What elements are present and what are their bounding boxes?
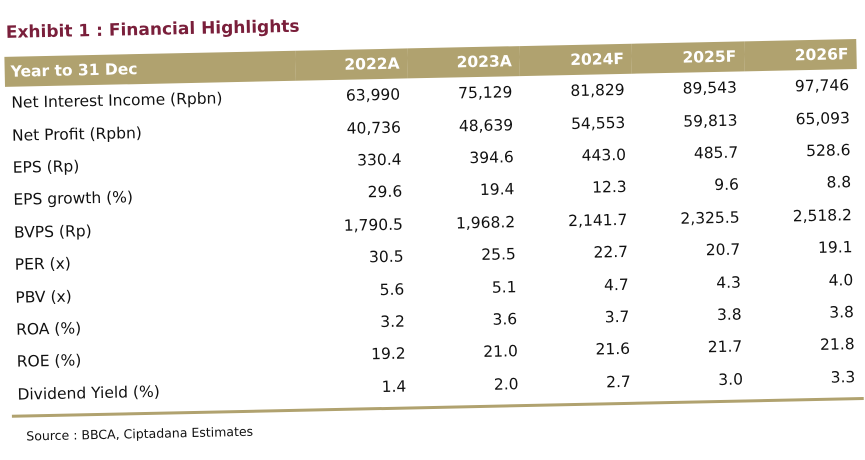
- exhibit-title: Exhibit 1 : Financial Highlights: [5, 16, 300, 43]
- table-body: Net Interest Income (Rpbn) 63,990 75,129 81…: [5, 69, 864, 411]
- row-value: 22.7: [593, 243, 629, 262]
- row-value: 394.6: [469, 148, 514, 168]
- financial-highlights-table: Year to 31 Dec 2022A 2023A 2024F 2025F 2…: [4, 39, 863, 411]
- row-value: 9.6: [714, 175, 740, 195]
- row-value: 19.2: [370, 344, 406, 364]
- financial-highlights-table-container: Year to 31 Dec 2022A 2023A 2024F 2025F 2…: [4, 39, 864, 418]
- row-value: 21.7: [707, 337, 743, 357]
- row-value: 528.6: [805, 141, 851, 161]
- row-value: 5.1: [491, 277, 517, 297]
- row-value: 29.6: [367, 182, 403, 202]
- row-value: 5.6: [379, 280, 405, 299]
- row-value: 2.0: [493, 374, 519, 394]
- row-value: 443.0: [581, 145, 627, 165]
- row-value: 8.8: [826, 173, 852, 193]
- row-value: 21.0: [483, 342, 519, 362]
- row-value: 3.8: [716, 305, 742, 324]
- row-value: 20.7: [705, 240, 741, 260]
- source-note: Source : BBCA, Ciptadana Estimates: [26, 423, 254, 444]
- row-value: 3.3: [830, 367, 856, 387]
- row-value: 59,813: [683, 111, 738, 131]
- row-value: 25.5: [481, 245, 516, 265]
- row-value: 89,543: [682, 78, 738, 98]
- row-value: 21.8: [819, 335, 855, 355]
- row-value: 75,129: [457, 83, 513, 103]
- row-value: 4.7: [603, 275, 629, 294]
- row-value: 1,968.2: [455, 212, 516, 233]
- header-year: 2022A: [344, 54, 400, 74]
- row-value: 330.4: [356, 150, 402, 170]
- row-value: 97,746: [794, 76, 850, 96]
- row-value: 3.0: [718, 370, 744, 389]
- row-value: 63,990: [345, 85, 401, 105]
- header-year: 2024F: [570, 49, 625, 70]
- row-value: 12.3: [591, 178, 627, 197]
- row-value: 4.3: [716, 273, 742, 292]
- row-value: 3.8: [829, 303, 855, 322]
- row-value: 2,518.2: [792, 205, 853, 226]
- row-value: 2,325.5: [680, 208, 740, 228]
- header-year: 2025F: [682, 47, 737, 67]
- row-value: 21.6: [595, 340, 631, 359]
- row-value: 30.5: [368, 247, 404, 267]
- row-value: 3.7: [604, 307, 630, 327]
- row-value: 19.4: [479, 180, 515, 200]
- row-value: 19.1: [817, 238, 853, 258]
- header-year: 2026F: [794, 45, 849, 65]
- row-value: 1.4: [381, 377, 407, 396]
- row-value: 1,790.5: [343, 215, 404, 235]
- row-value: 40,736: [346, 118, 402, 138]
- row-value: 2,141.7: [568, 210, 628, 230]
- row-label: Dividend Yield (%): [17, 382, 160, 404]
- row-value: 3.2: [380, 312, 406, 331]
- header-year: 2023A: [456, 52, 512, 72]
- row-value: 65,093: [795, 108, 851, 128]
- row-value: 2.7: [605, 372, 631, 392]
- row-value: 4.0: [828, 270, 854, 290]
- row-value: 485.7: [693, 143, 739, 163]
- row-value: 3.6: [492, 310, 518, 329]
- row-value: 81,829: [570, 81, 625, 101]
- row-value: 54,553: [570, 113, 626, 133]
- row-value: 48,639: [458, 115, 514, 135]
